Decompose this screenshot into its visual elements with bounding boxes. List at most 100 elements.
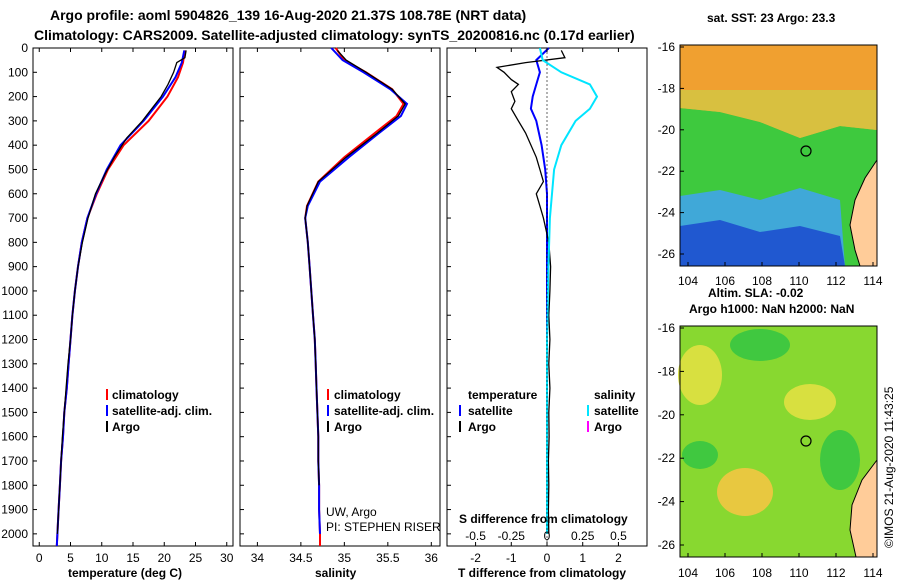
sla-low-patch xyxy=(820,430,860,490)
depth-tick-label: 1400 xyxy=(1,381,28,395)
lat-tick-label: -22 xyxy=(658,164,676,178)
sla-map xyxy=(678,325,878,558)
temperature-legend: climatology satellite-adj. clim. Argo xyxy=(106,388,212,434)
depth-tick-label: 300 xyxy=(8,114,28,128)
temperature-series xyxy=(55,50,187,547)
lat-tick-label: -16 xyxy=(658,40,676,54)
credit-line-2: PI: STEPHEN RISER xyxy=(326,520,441,534)
legend-satellite-label: satellite-adj. clim. xyxy=(334,404,434,418)
x-tick-label: 20 xyxy=(158,551,172,565)
s-difference-label: S difference from climatology xyxy=(459,512,628,526)
sla-title-line-2: Argo h1000: NaN h2000: NaN xyxy=(689,302,854,316)
sla-high-patch xyxy=(678,345,722,405)
lon-tick-label: 106 xyxy=(715,274,735,288)
depth-tick-label: 800 xyxy=(8,235,28,249)
lat-tick-label: -18 xyxy=(658,81,676,95)
depth-tick-label: 1200 xyxy=(1,333,28,347)
sst-map xyxy=(679,44,878,267)
lon-tick-label: 114 xyxy=(863,274,882,288)
depth-tick-label: 500 xyxy=(8,162,28,176)
s-diff-tick-label: 0 xyxy=(544,529,551,543)
lon-tick-label: 106 xyxy=(715,566,735,580)
salinity-series xyxy=(304,47,409,546)
depth-tick-label: 0 xyxy=(21,41,28,55)
lat-tick-label: -18 xyxy=(658,364,676,378)
depth-tick-label: 1900 xyxy=(1,503,28,517)
sst-lat-ticks: -16 -18 -20 -22 -24 -26 xyxy=(658,40,684,261)
series-line-temperature-argo xyxy=(495,50,566,534)
legend-temperature-heading: temperature xyxy=(468,388,538,402)
depth-tick-label: 1000 xyxy=(1,284,28,298)
x-tick-label: 34.5 xyxy=(289,551,313,565)
depth-tick-label: 1600 xyxy=(1,430,28,444)
temperature-panel xyxy=(32,47,234,547)
lat-tick-label: -26 xyxy=(658,247,676,261)
series-line-argo xyxy=(304,49,406,486)
x-tick-label: 34 xyxy=(251,551,265,565)
s-diff-tick-label: 0.5 xyxy=(610,529,627,543)
lat-tick-label: -16 xyxy=(658,321,676,335)
sla-map-frame xyxy=(679,325,878,558)
salinity-panel xyxy=(239,47,441,547)
sla-argo-location xyxy=(800,435,812,447)
legend-s-satellite-label: satellite xyxy=(594,404,639,418)
legend-satellite-label: satellite-adj. clim. xyxy=(112,404,212,418)
title-line-1: Argo profile: aoml 5904826_139 16-Aug-20… xyxy=(50,7,526,23)
temperature-axis-label: temperature (deg C) xyxy=(68,566,182,580)
sla-low-patch xyxy=(730,329,790,361)
sst-cold-region xyxy=(680,220,845,266)
lon-tick-label: 110 xyxy=(789,566,808,580)
depth-tick-label: 200 xyxy=(8,90,28,104)
legend-t-argo-label: Argo xyxy=(468,420,496,434)
lon-tick-label: 114 xyxy=(863,566,882,580)
x-tick-label: 0 xyxy=(36,551,43,565)
lon-tick-label: 112 xyxy=(826,274,845,288)
sst-map-title: sat. SST: 23 Argo: 23.3 xyxy=(707,11,836,25)
depth-tick-label: 1100 xyxy=(2,308,28,322)
series-line-argo xyxy=(56,50,187,534)
depth-tick-label: 600 xyxy=(8,187,28,201)
sla-lon-ticks: 104 106 108 110 112 114 xyxy=(678,553,883,580)
s-diff-tick-label: 0.25 xyxy=(571,529,595,543)
series-line-salinity-satellite xyxy=(538,47,599,534)
x-tick-label: 35 xyxy=(338,551,352,565)
x-tick-label: 10 xyxy=(95,551,109,565)
legend-climatology-label: climatology xyxy=(334,388,401,402)
sla-high-patch xyxy=(717,468,773,516)
lon-tick-label: 110 xyxy=(789,274,808,288)
series-line-temperature-satellite xyxy=(529,47,550,340)
sst-lon-ticks: 104 106 108 110 112 114 xyxy=(678,262,883,288)
x-axes: 0 5 10 15 20 25 30 34 34.5 35 35.5 36 -2 -1 0 1 2 -0.5 -0.… xyxy=(36,48,627,565)
x-tick-label: 30 xyxy=(220,551,234,565)
lon-tick-label: 104 xyxy=(678,566,698,580)
sst-warm-band xyxy=(680,90,877,138)
depth-tick-label: 100 xyxy=(8,65,28,79)
depth-tick-label: 1700 xyxy=(1,454,28,468)
lat-tick-label: -20 xyxy=(658,123,676,137)
x-tick-label: -2 xyxy=(470,551,481,565)
series-line-satellite-adj-clim- xyxy=(55,50,186,547)
lon-tick-label: 108 xyxy=(752,566,772,580)
x-tick-label: -1 xyxy=(506,551,517,565)
depth-tick-label: 700 xyxy=(8,211,28,225)
sla-title-line-1: Altim. SLA: -0.02 xyxy=(708,286,804,300)
difference-series xyxy=(495,47,599,546)
x-tick-label: 2 xyxy=(615,551,622,565)
lat-tick-label: -26 xyxy=(658,538,676,552)
x-tick-label: 36 xyxy=(425,551,439,565)
legend-salinity-heading: salinity xyxy=(594,388,636,402)
sst-map-frame xyxy=(679,44,878,267)
lat-tick-label: -24 xyxy=(658,206,676,220)
depth-axis: 0 100 200 300 400 500 600 700 800 900 1000 1100 1200… xyxy=(1,41,451,541)
sst-argo-location xyxy=(800,145,812,157)
depth-tick-label: 2000 xyxy=(1,527,28,541)
depth-tick-label: 1800 xyxy=(1,478,28,492)
series-line-climatology xyxy=(304,47,405,546)
difference-legend: temperature salinity satellite Argo sate… xyxy=(459,388,639,434)
title-line-2: Climatology: CARS2009. Satellite-adjuste… xyxy=(34,27,635,43)
s-diff-tick-label: -0.5 xyxy=(465,529,486,543)
salinity-legend: climatology satellite-adj. clim. Argo xyxy=(327,388,434,434)
lat-tick-label: -24 xyxy=(658,495,676,509)
sla-high-patch xyxy=(784,384,836,420)
